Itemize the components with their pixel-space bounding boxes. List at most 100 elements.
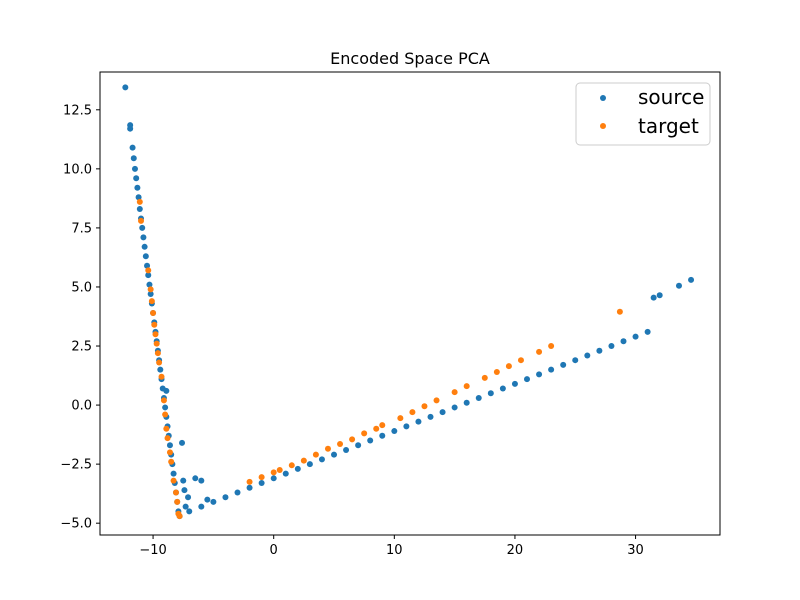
target-point: [156, 359, 163, 366]
source-point: [145, 272, 152, 279]
target-point: [312, 451, 319, 458]
source-point: [391, 428, 398, 435]
target-point: [160, 397, 167, 404]
target-point: [166, 449, 173, 456]
source-point: [463, 399, 470, 406]
source-point: [180, 477, 187, 484]
source-point: [179, 439, 186, 446]
source-point: [130, 155, 137, 162]
source-point: [536, 371, 543, 378]
source-point: [246, 484, 253, 491]
source-point: [403, 423, 410, 430]
target-point: [246, 478, 253, 485]
source-point: [146, 281, 153, 288]
source-point: [127, 125, 134, 132]
source-point: [140, 234, 147, 241]
series-target: [136, 198, 623, 520]
target-point: [433, 397, 440, 404]
target-point: [174, 498, 181, 505]
target-point: [493, 369, 500, 376]
x-tick-label: 30: [627, 543, 644, 558]
source-point: [415, 418, 422, 425]
target-point: [138, 217, 145, 224]
source-point: [198, 477, 205, 484]
source-point: [427, 413, 434, 420]
target-point: [276, 467, 283, 474]
source-point: [282, 470, 289, 477]
source-point: [163, 387, 170, 394]
target-point: [505, 363, 512, 370]
target-point: [421, 403, 428, 410]
source-point: [182, 503, 189, 510]
source-point: [139, 224, 146, 231]
y-tick-label: −2.5: [60, 458, 92, 473]
source-point: [131, 165, 138, 172]
target-point: [153, 340, 160, 347]
source-point: [439, 409, 446, 416]
y-tick-label: 2.5: [71, 340, 92, 355]
source-point: [632, 333, 639, 340]
source-point: [294, 465, 301, 472]
source-point: [186, 508, 193, 515]
target-point: [152, 331, 159, 338]
source-point: [318, 456, 325, 463]
source-point: [129, 144, 136, 151]
target-point: [548, 343, 555, 350]
target-point: [162, 411, 169, 418]
source-point: [270, 475, 277, 482]
legend: source target: [575, 82, 711, 146]
points-layer: [122, 84, 695, 520]
target-point: [379, 422, 386, 429]
target-point: [270, 469, 277, 476]
x-axis: −10 0 10 20 30: [139, 535, 644, 558]
source-point: [596, 347, 603, 354]
target-point: [170, 477, 177, 484]
target-point: [481, 374, 488, 381]
target-point: [172, 489, 179, 496]
source-point: [524, 376, 530, 383]
target-point: [397, 415, 404, 422]
source-point: [162, 404, 169, 411]
target-point: [136, 198, 143, 205]
source-point: [548, 366, 555, 373]
target-point: [463, 383, 470, 390]
target-point: [176, 513, 183, 520]
source-point: [144, 262, 151, 269]
source-point: [166, 442, 173, 449]
target-point: [361, 430, 368, 437]
source-point: [572, 357, 579, 364]
source-point: [204, 496, 211, 503]
source-point: [584, 352, 591, 359]
source-point: [355, 442, 362, 449]
source-point: [499, 385, 506, 392]
source-point: [608, 343, 615, 350]
target-point: [337, 441, 344, 448]
source-point: [560, 361, 567, 368]
target-point: [151, 321, 158, 328]
target-point: [163, 425, 170, 432]
target-point: [324, 445, 331, 452]
target-point: [373, 425, 380, 432]
legend-marker-source: [600, 95, 606, 101]
y-tick-label: 10.0: [63, 162, 92, 177]
source-point: [234, 489, 241, 496]
source-point: [181, 487, 188, 494]
target-point: [536, 348, 543, 355]
source-point: [379, 432, 386, 439]
target-point: [168, 458, 175, 465]
target-point: [150, 309, 157, 316]
target-point: [148, 298, 155, 305]
target-point: [349, 436, 356, 443]
source-point: [122, 84, 129, 91]
source-point: [198, 503, 205, 510]
target-point: [258, 474, 265, 481]
target-point: [145, 267, 152, 274]
source-point: [210, 498, 217, 505]
source-point: [136, 206, 143, 213]
source-point: [306, 461, 313, 468]
source-point: [487, 390, 494, 397]
source-point: [656, 292, 663, 299]
source-point: [475, 394, 482, 401]
source-point: [185, 494, 192, 501]
